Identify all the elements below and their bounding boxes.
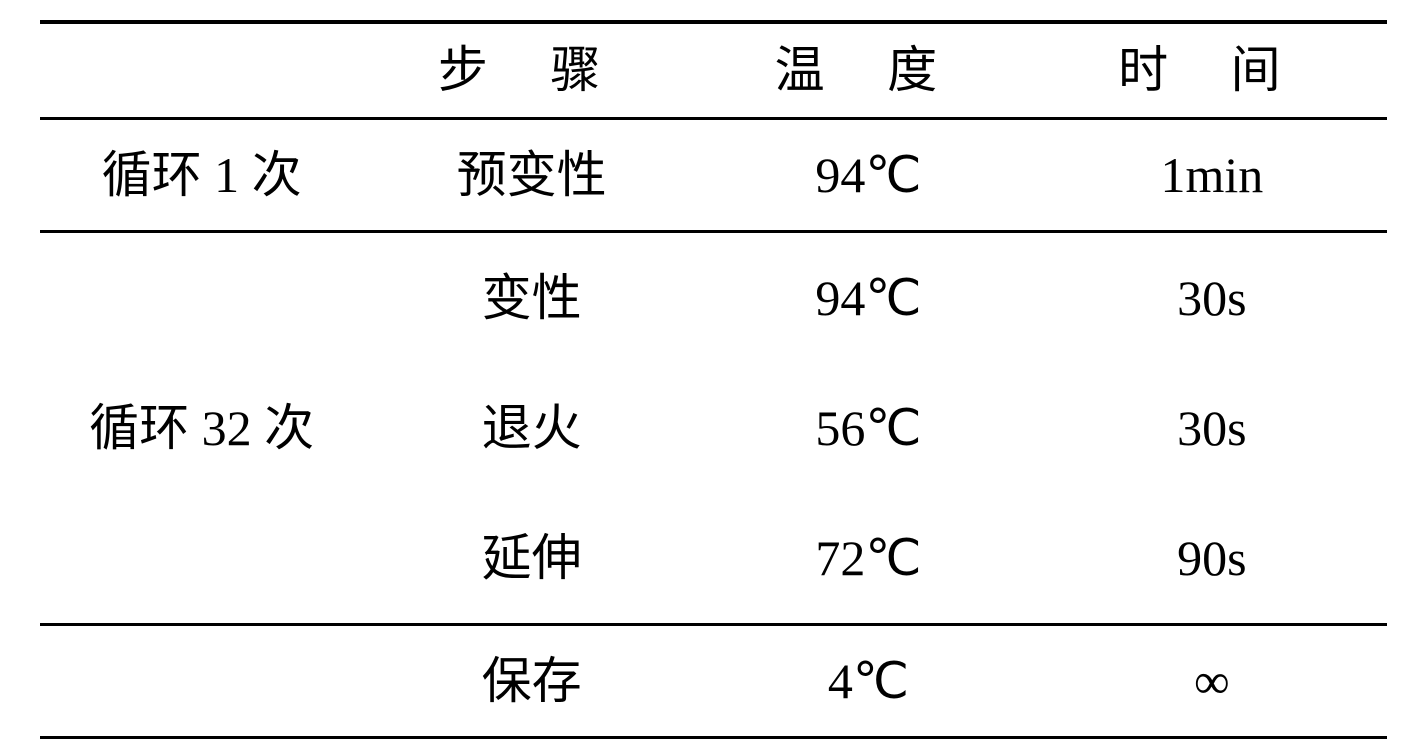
header-step: 步 骤 <box>363 22 700 118</box>
cell-step: 预变性 <box>363 118 700 231</box>
cell-cycle <box>40 624 363 737</box>
cell-time: 30s <box>1037 363 1387 493</box>
header-temp: 温 度 <box>700 22 1037 118</box>
header-time: 时 间 <box>1037 22 1387 118</box>
cell-temp: 94℃ <box>700 231 1037 363</box>
pcr-protocol-table: 步 骤 温 度 时 间 循环 1 次 预变性 94℃ 1min 循环 32 次 … <box>40 20 1387 739</box>
table-row: 循环 1 次 预变性 94℃ 1min <box>40 118 1387 231</box>
cell-time: 90s <box>1037 493 1387 625</box>
cell-temp: 72℃ <box>700 493 1037 625</box>
table-row: 循环 32 次 变性 94℃ 30s <box>40 231 1387 363</box>
table-row: 保存 4℃ ∞ <box>40 624 1387 737</box>
cell-step: 变性 <box>363 231 700 363</box>
cell-step: 退火 <box>363 363 700 493</box>
cell-temp: 56℃ <box>700 363 1037 493</box>
cell-time: ∞ <box>1037 624 1387 737</box>
page: 步 骤 温 度 时 间 循环 1 次 预变性 94℃ 1min 循环 32 次 … <box>0 0 1427 744</box>
cell-temp: 94℃ <box>700 118 1037 231</box>
cell-cycle: 循环 32 次 <box>40 231 363 624</box>
cell-step: 延伸 <box>363 493 700 625</box>
table-header-row: 步 骤 温 度 时 间 <box>40 22 1387 118</box>
header-cycle <box>40 22 363 118</box>
cell-temp: 4℃ <box>700 624 1037 737</box>
cell-cycle: 循环 1 次 <box>40 118 363 231</box>
cell-step: 保存 <box>363 624 700 737</box>
cell-time: 1min <box>1037 118 1387 231</box>
cell-time: 30s <box>1037 231 1387 363</box>
